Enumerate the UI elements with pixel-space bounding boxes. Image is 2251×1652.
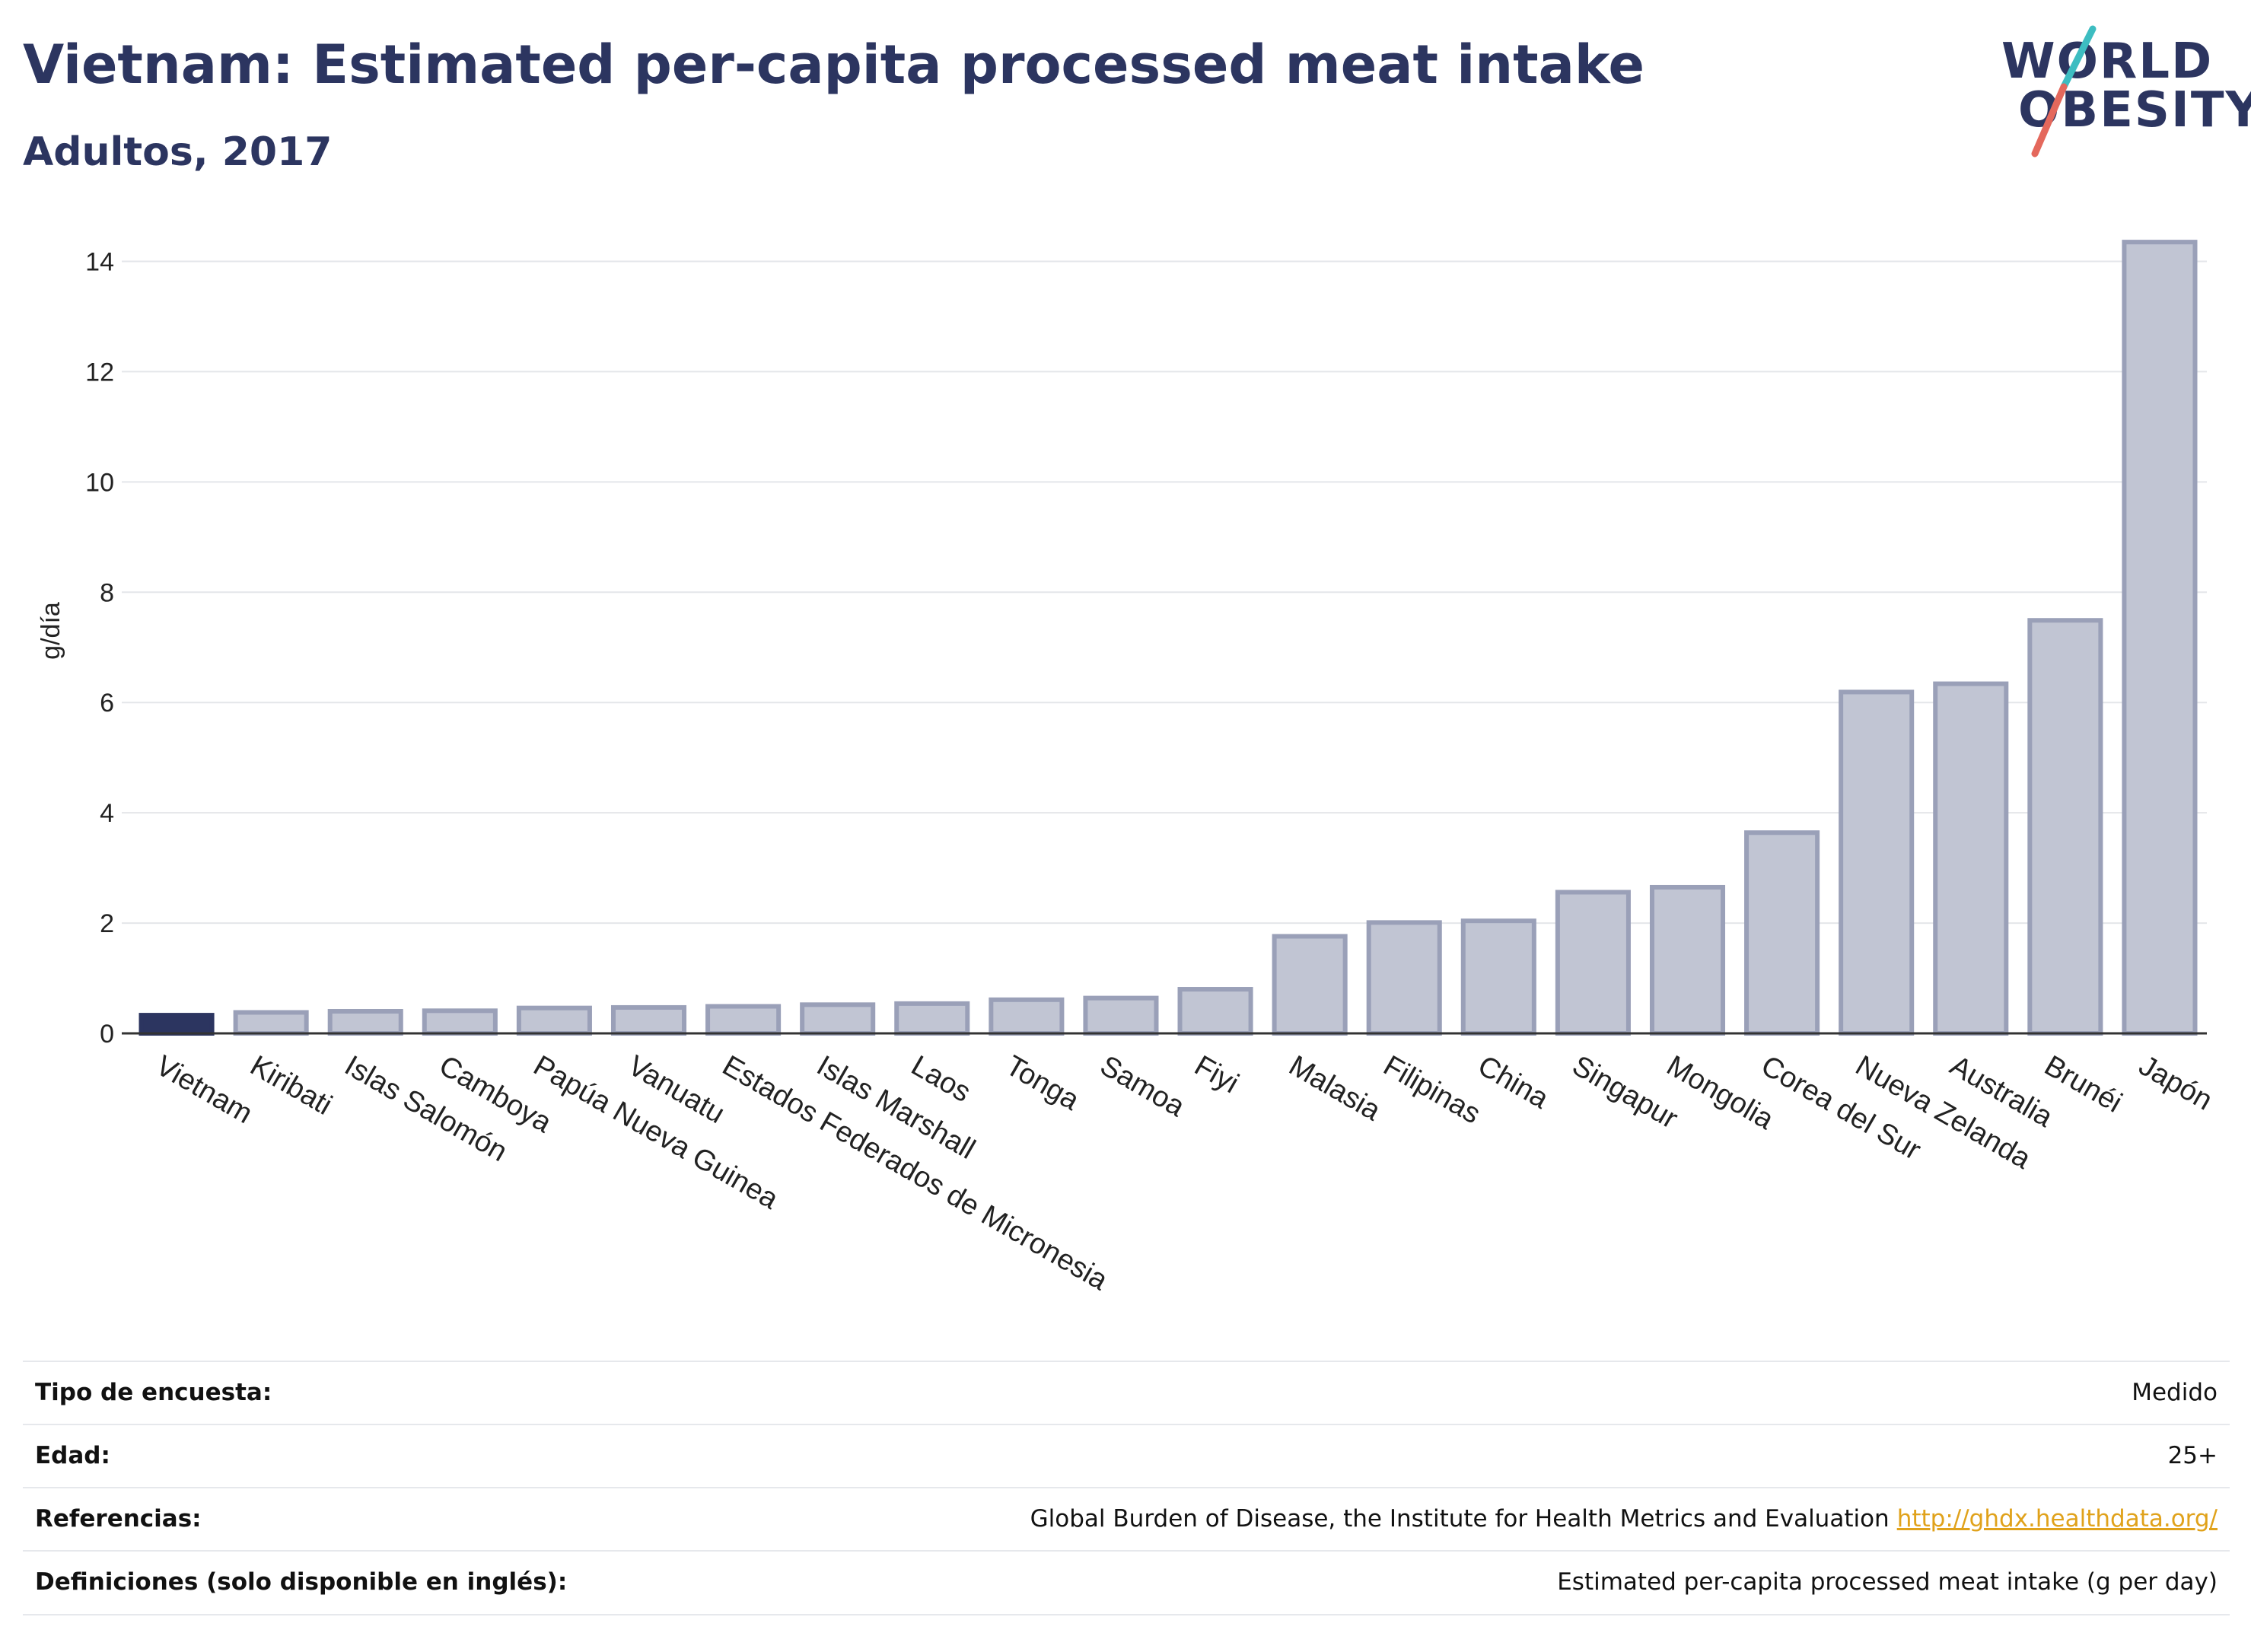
- metadata-value-text: Medido: [2132, 1379, 2218, 1406]
- chart-title: Vietnam: Estimated per-capita processed …: [23, 33, 1644, 96]
- metadata-label: Definiciones (solo disponible en inglés)…: [35, 1568, 568, 1596]
- metadata-value-text: 25+: [2167, 1442, 2218, 1469]
- metadata-value-text: Global Burden of Disease, the Institute …: [1030, 1505, 1890, 1533]
- bar-kiribati: [233, 1010, 309, 1036]
- y-tick-label: 0: [100, 1020, 114, 1049]
- metadata-row: Referencias: Global Burden of Disease, th…: [23, 1487, 2230, 1551]
- y-tick-label: 12: [85, 358, 114, 387]
- bar-estados-federados-de-micronesia: [705, 1004, 782, 1036]
- bar-australia: [1933, 681, 2009, 1036]
- bar-samoa: [1083, 995, 1159, 1036]
- x-tick-label: Laos: [906, 1049, 976, 1109]
- y-tick-label: 10: [85, 468, 114, 497]
- bar-pap-a-nueva-guinea: [516, 1005, 592, 1036]
- metadata-row: Tipo de encuesta: Medido: [23, 1361, 2230, 1424]
- metadata-value-text: Estimated per-capita processed meat inta…: [1557, 1568, 2218, 1596]
- y-tick-label: 2: [100, 909, 114, 938]
- logo-line-1: WORLD: [2001, 33, 2214, 90]
- metadata-value: 25+: [2168, 1442, 2218, 1469]
- bar-vanuatu: [610, 1004, 687, 1036]
- x-tick-label: Fiyi: [1189, 1049, 1244, 1100]
- metadata-table-end: [23, 1614, 2230, 1615]
- x-tick-label: Islas Salomón: [339, 1049, 513, 1168]
- world-obesity-logo: WORLD OBESITY: [1979, 23, 2251, 160]
- bar-vietnam: [138, 1013, 215, 1036]
- chart-bars: [138, 240, 2198, 1036]
- bar-nueva-zelanda: [1839, 689, 1915, 1036]
- chart-subtitle: Adultos, 2017: [23, 129, 333, 175]
- x-tick-label: Tonga: [1000, 1049, 1084, 1117]
- x-tick-label: Samoa: [1094, 1049, 1190, 1123]
- bar-jap-n: [2122, 240, 2198, 1036]
- x-tick-label: Japón: [2133, 1049, 2218, 1116]
- y-axis-ticks: 0 2 4 6 8 10 12 14: [85, 247, 114, 1049]
- reference-link[interactable]: http://ghdx.healthdata.org/: [1896, 1505, 2218, 1533]
- bar-singapur: [1555, 890, 1631, 1036]
- bar-camboya: [422, 1008, 498, 1036]
- metadata-row: Definiciones (solo disponible en inglés)…: [23, 1550, 2230, 1614]
- bar-brun-i: [2027, 618, 2103, 1036]
- bar-filipinas: [1366, 920, 1442, 1036]
- metadata-label: Referencias:: [35, 1505, 202, 1533]
- bar-tonga: [989, 997, 1065, 1036]
- y-tick-label: 6: [100, 689, 114, 718]
- bar-fiyi: [1177, 987, 1253, 1036]
- metadata-value: Global Burden of Disease, the Institute …: [1030, 1505, 2218, 1533]
- x-tick-label: China: [1473, 1049, 1555, 1115]
- y-tick-label: 8: [100, 578, 114, 607]
- metadata-label: Tipo de encuesta:: [35, 1379, 272, 1406]
- x-tick-label: Corea del Sur: [1756, 1049, 1926, 1167]
- bar-corea-del-sur: [1744, 830, 1820, 1036]
- x-tick-label: Kiribati: [245, 1049, 338, 1121]
- x-tick-label: Filipinas: [1378, 1049, 1486, 1130]
- x-tick-label: Mongolia: [1661, 1049, 1779, 1136]
- metadata-value: Medido: [2132, 1379, 2218, 1406]
- metadata-row: Edad: 25+: [23, 1424, 2230, 1488]
- y-tick-label: 14: [85, 247, 114, 276]
- metadata-value: Estimated per-capita processed meat inta…: [1557, 1568, 2218, 1596]
- bar-malasia: [1272, 934, 1348, 1036]
- x-tick-label: Malasia: [1284, 1049, 1387, 1127]
- bar-islas-marshall: [800, 1002, 876, 1036]
- y-tick-label: 4: [100, 799, 114, 828]
- y-axis-label: g/día: [37, 602, 65, 660]
- x-tick-label: Singapur: [1567, 1049, 1683, 1135]
- bar-laos: [894, 1001, 970, 1036]
- bar-china: [1460, 918, 1536, 1036]
- x-tick-label: Vietnam: [151, 1049, 258, 1130]
- logo-slash-icon: [2031, 25, 2097, 158]
- bar-islas-salom-n: [327, 1009, 403, 1036]
- bar-mongolia: [1649, 884, 1726, 1036]
- metadata-label: Edad:: [35, 1442, 110, 1469]
